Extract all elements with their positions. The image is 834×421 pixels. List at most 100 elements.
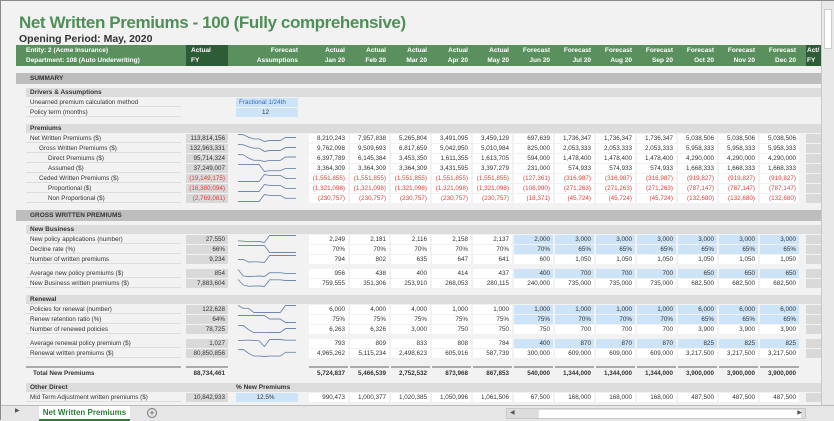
scrollbar-thumb[interactable] bbox=[539, 410, 801, 418]
row-label: Number of written premiums bbox=[26, 255, 181, 264]
input-cell[interactable]: 70% bbox=[514, 245, 553, 254]
value-cell: 609,000 bbox=[555, 349, 594, 358]
input-cell[interactable]: 3,000 bbox=[719, 235, 758, 244]
value-cell: 682,500 bbox=[678, 279, 717, 288]
value-cell: 1,668,333 bbox=[719, 164, 758, 173]
value-cell: 70% bbox=[391, 245, 430, 254]
value-cell: 1,050 bbox=[637, 255, 676, 264]
input-cell[interactable]: 700 bbox=[637, 269, 676, 278]
input-cell[interactable]: 870 bbox=[555, 339, 594, 348]
input-cell[interactable]: 3,000 bbox=[596, 235, 635, 244]
fy-total: 132,963,331 bbox=[186, 144, 228, 153]
input-cell[interactable]: 1,000 bbox=[596, 305, 635, 314]
input-cell[interactable]: 65% bbox=[719, 315, 758, 324]
row-label: Direct Premiums ($) bbox=[26, 154, 181, 163]
value-cell: 5,958,333 bbox=[719, 144, 758, 153]
header-month-type: Forecast bbox=[604, 47, 632, 54]
scrollbar-thumb[interactable] bbox=[824, 9, 832, 49]
value-cell: (1,551,855) bbox=[432, 174, 471, 183]
value-cell: 794 bbox=[309, 255, 348, 264]
input-cell[interactable]: 3,000 bbox=[637, 235, 676, 244]
value-cell: 735,000 bbox=[555, 279, 594, 288]
input-cell[interactable]: 700 bbox=[555, 269, 594, 278]
scroll-left-icon[interactable]: ◀ bbox=[510, 410, 515, 416]
input-cell[interactable]: 75% bbox=[514, 315, 553, 324]
input-cell[interactable]: 870 bbox=[637, 339, 676, 348]
input-cell[interactable]: 870 bbox=[596, 339, 635, 348]
horizontal-scrollbar[interactable]: ◀ ▶ bbox=[506, 408, 806, 419]
input-cell[interactable]: 3,000 bbox=[555, 235, 594, 244]
value-cell: 240,000 bbox=[514, 279, 553, 288]
value-cell: 1,613,705 bbox=[473, 154, 512, 163]
value-cell: 3,491,095 bbox=[432, 134, 471, 143]
row-label: Average renewal policy premium ($) bbox=[26, 339, 181, 348]
sparkline bbox=[238, 245, 296, 253]
input-cell[interactable]: 400 bbox=[514, 339, 553, 348]
act-fy-cell bbox=[806, 194, 821, 203]
input-cell[interactable]: 65% bbox=[596, 245, 635, 254]
driver-input[interactable]: 12 bbox=[236, 108, 298, 117]
value-cell: 5,038,506 bbox=[760, 134, 799, 143]
value-cell: 67,500 bbox=[514, 393, 553, 402]
group-title: Renewal bbox=[30, 296, 57, 303]
driver-input[interactable]: Fractional 1/24th bbox=[236, 98, 298, 107]
value-cell: 873,968 bbox=[432, 366, 471, 378]
table-row: Proportional ($) (16,380,094) (1,321,098)(… bbox=[1, 183, 821, 193]
input-cell[interactable]: 3,000 bbox=[678, 235, 717, 244]
input-cell[interactable]: 65% bbox=[555, 245, 594, 254]
value-cell: 2,137 bbox=[473, 235, 512, 244]
input-cell[interactable]: 6,000 bbox=[678, 305, 717, 314]
input-cell[interactable]: 650 bbox=[719, 269, 758, 278]
input-cell[interactable]: 6,000 bbox=[719, 305, 758, 314]
input-cell[interactable]: 65% bbox=[719, 245, 758, 254]
tab-net-written-premiums[interactable]: Net Written Premiums bbox=[39, 406, 130, 421]
input-cell[interactable]: 70% bbox=[555, 315, 594, 324]
input-cell[interactable]: 825 bbox=[719, 339, 758, 348]
table-row: Average new policy premiums ($) 854 956 438… bbox=[1, 268, 821, 278]
input-cell[interactable]: 6,000 bbox=[760, 305, 799, 314]
scroll-right-icon[interactable]: ▶ bbox=[797, 410, 802, 416]
input-cell[interactable]: 650 bbox=[760, 269, 799, 278]
header-month-label: Nov 20 bbox=[733, 57, 755, 64]
input-cell[interactable]: 1,000 bbox=[555, 305, 594, 314]
value-cell: 2,158 bbox=[432, 235, 471, 244]
driver-input[interactable]: 12.5% bbox=[236, 393, 298, 402]
value-cell: 75% bbox=[309, 315, 348, 324]
value-cell: (230,757) bbox=[309, 194, 348, 203]
row-label: Non Proportional ($) bbox=[26, 194, 181, 203]
plus-circle-icon[interactable]: + bbox=[147, 408, 157, 418]
input-cell[interactable]: 3,000 bbox=[760, 235, 799, 244]
input-cell[interactable]: 70% bbox=[596, 315, 635, 324]
input-cell[interactable]: 650 bbox=[678, 269, 717, 278]
input-cell[interactable]: 65% bbox=[678, 315, 717, 324]
sparkline bbox=[237, 144, 296, 152]
value-cell: (1,321,098) bbox=[391, 184, 430, 193]
value-cell: 641 bbox=[473, 255, 512, 264]
value-cell: (919,827) bbox=[678, 174, 717, 183]
value-cell: 6,397,789 bbox=[309, 154, 348, 163]
sparkline-path bbox=[238, 245, 296, 253]
input-cell[interactable]: 1,000 bbox=[637, 305, 676, 314]
input-cell[interactable]: 65% bbox=[760, 245, 799, 254]
value-cell: 697,639 bbox=[514, 134, 553, 143]
input-cell[interactable]: 700 bbox=[596, 269, 635, 278]
input-cell[interactable]: 65% bbox=[637, 245, 676, 254]
input-cell[interactable]: 400 bbox=[514, 269, 553, 278]
value-cell: 3,364,309 bbox=[350, 164, 389, 173]
value-cell: 4,290,000 bbox=[719, 154, 758, 163]
value-cell: 168,000 bbox=[555, 393, 594, 402]
value-cell: 268,053 bbox=[432, 279, 471, 288]
value-cell: 1,050 bbox=[719, 255, 758, 264]
input-cell[interactable]: 2,000 bbox=[514, 235, 553, 244]
vertical-scrollbar[interactable] bbox=[821, 1, 834, 405]
input-cell[interactable]: 65% bbox=[760, 315, 799, 324]
tab-scroll-left-icon[interactable]: ▶ bbox=[15, 408, 20, 414]
input-cell[interactable]: 65% bbox=[678, 245, 717, 254]
value-cell: 3,364,309 bbox=[309, 164, 348, 173]
input-cell[interactable]: 70% bbox=[637, 315, 676, 324]
header-month: Forecast Jul 20 bbox=[555, 46, 594, 66]
table-row: Renew retention ratio (%) 64% 75% 75% 75% 75%… bbox=[1, 314, 821, 324]
input-cell[interactable]: 825 bbox=[678, 339, 717, 348]
input-cell[interactable]: 825 bbox=[760, 339, 799, 348]
input-cell[interactable]: 1,000 bbox=[514, 305, 553, 314]
